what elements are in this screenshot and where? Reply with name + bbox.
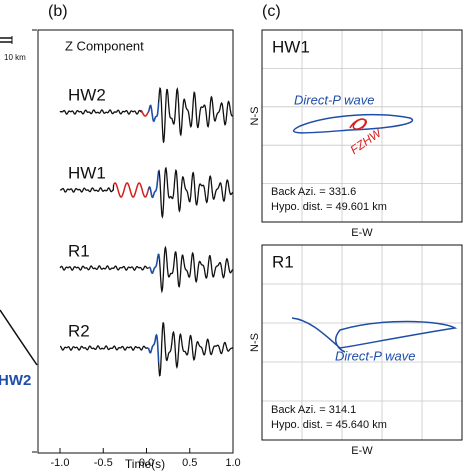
- back-azimuth: Back Azi. = 331.6: [271, 186, 356, 198]
- panel-label: (b): [48, 3, 68, 20]
- panel-title: Z Component: [65, 38, 144, 53]
- y-axis-label: N-S: [249, 107, 261, 126]
- map-line: [0, 309, 38, 366]
- scale-bar: [0, 37, 12, 43]
- direct-p-label: Direct-P wave: [294, 92, 374, 107]
- trace: [158, 166, 234, 219]
- fzhw-motion: [349, 118, 367, 130]
- panel-a: 10 km HW2: [0, 29, 38, 453]
- trace: [60, 345, 149, 351]
- direct-p-segment: [147, 171, 160, 199]
- trace-label: R1: [68, 241, 90, 260]
- x-tick-label: 0.5: [182, 457, 197, 469]
- direct-p-segment: [147, 102, 160, 123]
- back-azimuth: Back Azi. = 314.1: [271, 404, 356, 416]
- fzhw-segment: [140, 109, 149, 117]
- map-frame: [32, 29, 37, 453]
- hypo-distance: Hypo. dist. = 45.640 km: [271, 419, 387, 431]
- trace: [59, 184, 115, 193]
- trace: [59, 265, 150, 271]
- direct-p-segment: [147, 333, 160, 363]
- x-axis-label: Time(s): [125, 457, 165, 471]
- fzhw-segment: [112, 182, 149, 198]
- x-axis-label: E-W: [351, 227, 373, 239]
- x-tick-label: 1.0: [225, 457, 240, 469]
- particle-motion: [292, 113, 414, 134]
- panel-frame: [37, 29, 234, 454]
- panel-b: (b) Z Component Time(s) -1.0 -0.5 0.0 0.5 1.…: [37, 3, 241, 471]
- trace-label: HW2: [68, 85, 106, 104]
- x-tick-label: -0.5: [94, 457, 113, 469]
- hypo-distance: Hypo. dist. = 49.601 km: [271, 201, 387, 213]
- direct-p-label: Direct-P wave: [335, 348, 415, 363]
- station-label: R1: [272, 252, 294, 271]
- x-axis-label: E-W: [351, 445, 373, 457]
- station-label: HW1: [272, 37, 310, 56]
- particle-motion: [291, 317, 458, 353]
- station-label: HW2: [0, 372, 31, 389]
- trace: [158, 245, 234, 294]
- trace-label: R2: [68, 321, 90, 340]
- panel-label: (c): [262, 3, 281, 20]
- x-tick-label: -1.0: [51, 457, 70, 469]
- trace-label: HW1: [68, 163, 106, 182]
- trace: [59, 109, 142, 115]
- plot-frame: [261, 29, 463, 223]
- trace: [157, 87, 234, 144]
- x-tick-label: 0.0: [139, 457, 154, 469]
- plot-frame: [261, 244, 463, 441]
- trace: [157, 322, 234, 377]
- direct-p-segment: [148, 253, 161, 275]
- y-axis-label: N-S: [249, 333, 261, 352]
- scale-label: 10 km: [4, 53, 26, 62]
